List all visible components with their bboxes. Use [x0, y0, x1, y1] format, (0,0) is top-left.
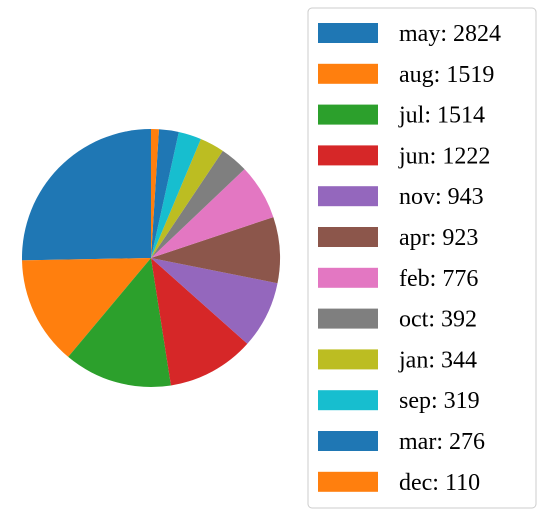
legend-swatch-apr: [318, 227, 378, 247]
pie-slice-mar: [151, 129, 179, 258]
pie-slice-jun: [151, 258, 248, 386]
legend-swatch-oct: [318, 308, 378, 329]
pie-slice-nov: [151, 258, 278, 344]
pie-slice-dec: [151, 129, 159, 258]
legend-swatch-jan: [318, 349, 378, 370]
legend: may: 2824 aug: 1519 jul: 1514 jun: 1222 nov:…: [318, 21, 501, 496]
legend-label-sep: sep: 319: [399, 388, 480, 414]
pie-slice-apr: [151, 217, 281, 284]
legend-label-oct: oct: 392: [399, 307, 477, 333]
legend-swatch-mar: [318, 431, 378, 451]
legend-swatch-aug: [318, 63, 378, 84]
legend-swatch-sep: [318, 390, 378, 411]
legend-swatch-jun: [318, 145, 378, 166]
legend-swatch-feb: [318, 267, 378, 288]
legend-swatch-nov: [318, 186, 378, 207]
legend-label-feb: feb: 776: [399, 266, 478, 292]
legend-label-jul: jul: 1514: [398, 103, 485, 129]
pie-slice-jan: [151, 139, 223, 258]
pie-slice-oct: [151, 150, 245, 258]
pie-slice-jul: [68, 258, 171, 388]
legend-label-aug: aug: 1519: [399, 62, 494, 88]
pie-slice-may: [22, 129, 152, 261]
legend-label-apr: apr: 923: [399, 225, 478, 251]
legend-box: [307, 7, 537, 509]
pie-slice-aug: [22, 258, 152, 357]
legend-label-may: may: 2824: [399, 21, 501, 47]
legend-swatch-dec: [318, 471, 378, 492]
legend-swatch-jul: [318, 104, 378, 125]
pie-slices: [22, 129, 281, 388]
legend-label-jun: jun: 1222: [398, 143, 490, 169]
pie-slice-feb: [151, 169, 274, 258]
legend-label-mar: mar: 276: [399, 429, 485, 455]
legend-swatch-may: [318, 23, 378, 43]
pie-slice-sep: [151, 132, 201, 258]
legend-label-nov: nov: 943: [399, 184, 484, 210]
legend-label-dec: dec: 110: [399, 470, 480, 496]
legend-label-jan: jan: 344: [398, 347, 477, 373]
